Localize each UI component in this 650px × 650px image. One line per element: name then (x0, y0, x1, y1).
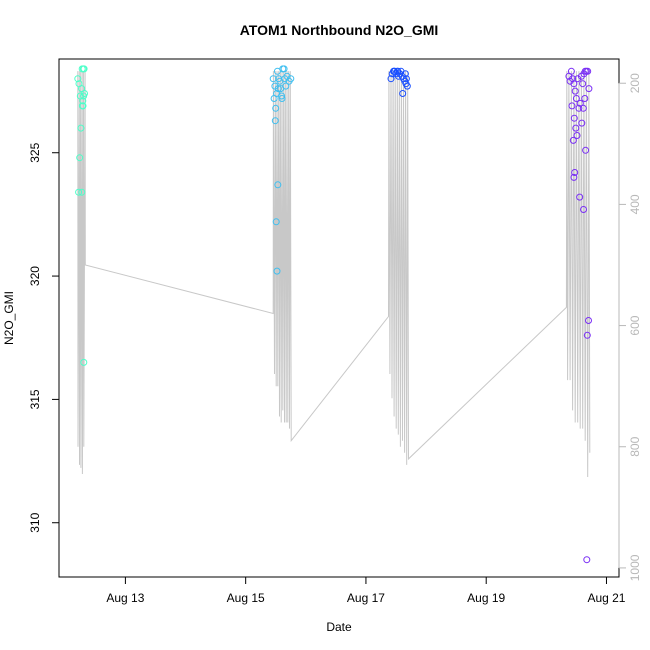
data-point (571, 169, 579, 176)
data-point (273, 267, 281, 275)
data-point (387, 75, 395, 83)
x-axis-label: Date (326, 620, 352, 634)
y-tick-label: 310 (28, 512, 42, 532)
data-point (583, 556, 591, 564)
data-point (75, 188, 83, 196)
data-point (571, 87, 579, 95)
points-layer (74, 65, 593, 564)
data-point (567, 67, 575, 75)
x-tick-label: Aug 21 (587, 591, 625, 605)
data-point (584, 67, 592, 75)
data-point (582, 146, 590, 154)
data-point (270, 95, 278, 102)
right-y-tick-label: 200 (628, 73, 642, 93)
data-point (74, 75, 82, 83)
data-point (576, 193, 584, 201)
data-point (278, 92, 286, 100)
data-point (579, 104, 587, 112)
data-point (81, 90, 88, 97)
right-y-tick-label: 600 (628, 315, 642, 335)
data-point (274, 85, 282, 93)
y-tick-label: 315 (28, 389, 42, 409)
data-point (278, 95, 286, 102)
secondary-line-layer (77, 71, 591, 478)
data-point (403, 82, 411, 90)
data-point (574, 75, 582, 83)
y-axis-label: N2O_GMI (2, 291, 16, 345)
x-tick-label: Aug 19 (467, 591, 505, 605)
data-point (580, 206, 587, 213)
y-tick-label: 325 (28, 142, 42, 162)
data-point (279, 65, 287, 73)
data-point (569, 75, 577, 83)
data-point (570, 114, 578, 122)
data-point (281, 75, 289, 83)
data-point (581, 95, 589, 102)
data-point (570, 80, 578, 88)
x-tick-label: Aug 17 (347, 591, 385, 605)
data-point (576, 99, 584, 107)
data-point (399, 90, 407, 97)
data-point (77, 124, 85, 132)
data-point (572, 124, 580, 132)
right-y-axis: 200 400 600 800 1000 (618, 73, 642, 581)
right-y-tick-label: 800 (628, 436, 642, 456)
data-point (570, 173, 578, 181)
data-point (568, 102, 576, 110)
data-point (402, 75, 410, 83)
data-point (578, 119, 586, 127)
data-point (573, 132, 581, 139)
data-point (78, 188, 86, 196)
data-point (572, 95, 580, 102)
data-point (80, 358, 88, 366)
data-point (585, 317, 592, 324)
data-point (569, 136, 577, 144)
data-point (579, 80, 587, 88)
x-axis: Aug 13 Aug 15 Aug 17 Aug 19 Aug 21 (106, 576, 626, 605)
data-point (79, 102, 87, 110)
data-point (272, 104, 280, 112)
data-point (272, 218, 280, 226)
data-point (401, 70, 409, 78)
plot-box (58, 58, 620, 578)
data-point (390, 67, 398, 75)
chart-title: ATOM1 Northbound N2O_GMI (240, 22, 439, 38)
data-point (79, 97, 87, 105)
data-point (394, 67, 402, 75)
right-y-tick-label: 400 (628, 194, 642, 214)
data-point (583, 331, 591, 339)
y-axis: 310 315 320 325 (28, 142, 60, 533)
right-y-tick-label: 1000 (628, 554, 642, 581)
data-point (575, 104, 583, 112)
data-point (282, 82, 290, 90)
data-point (76, 154, 84, 162)
data-point (274, 181, 282, 189)
x-tick-label: Aug 15 (227, 591, 265, 605)
data-point (271, 117, 279, 125)
secondary-line (77, 71, 591, 478)
x-tick-label: Aug 13 (106, 591, 144, 605)
data-point (585, 85, 593, 93)
y-tick-label: 320 (28, 266, 42, 286)
data-point (80, 65, 88, 73)
